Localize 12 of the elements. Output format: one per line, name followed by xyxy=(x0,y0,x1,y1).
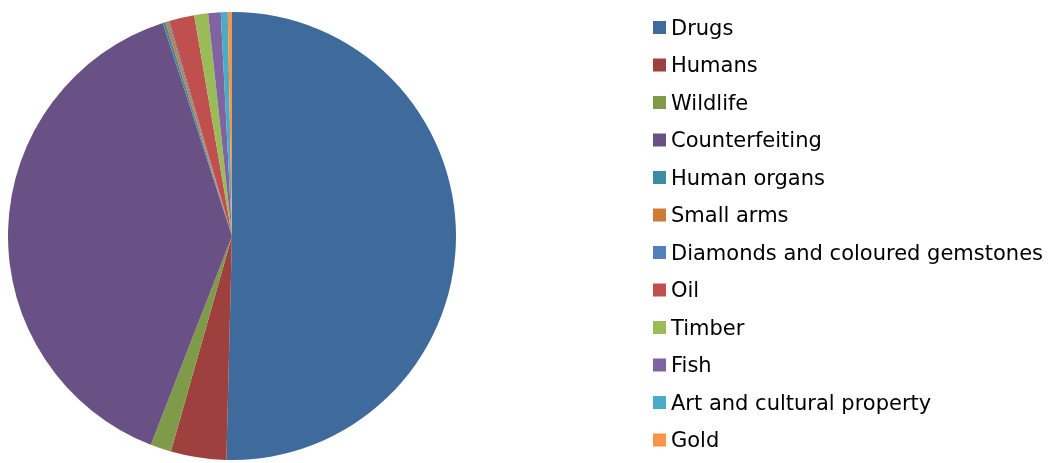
legend-label: Human organs xyxy=(671,165,825,190)
legend-label: Drugs xyxy=(671,15,734,40)
legend-label: Small arms xyxy=(671,203,789,227)
legend-label: Fish xyxy=(671,353,712,377)
legend-label: Timber xyxy=(670,315,745,340)
legend-label: Gold xyxy=(671,428,720,452)
legend-label: Oil xyxy=(671,278,700,302)
legend-label: Humans xyxy=(671,53,758,77)
legend-label: Diamonds and coloured gemstones xyxy=(671,240,1044,265)
legend-label: Counterfeiting xyxy=(671,128,822,152)
legend-label: Wildlife xyxy=(671,90,749,115)
legend-label: Art and cultural property xyxy=(671,390,932,415)
